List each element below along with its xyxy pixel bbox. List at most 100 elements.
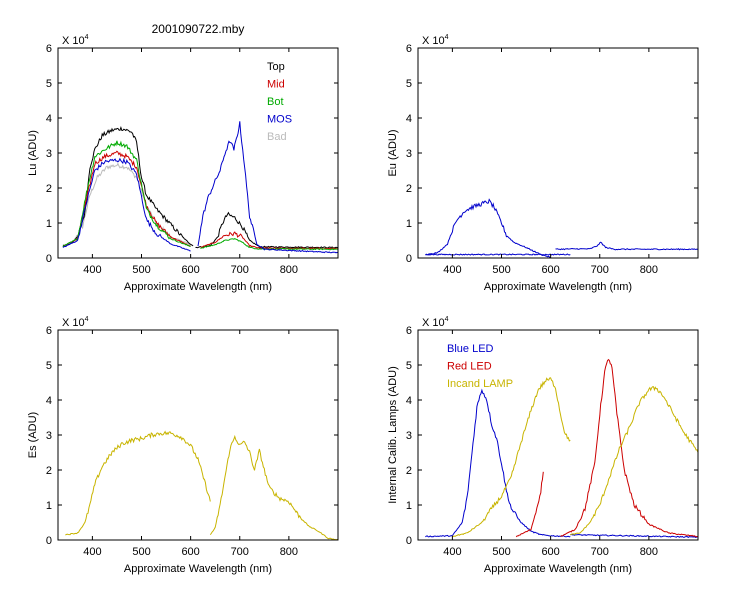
series-line-incand-lamp-1: [570, 386, 698, 536]
y-tick-label: 3: [406, 430, 412, 442]
x-axis-label: Approximate Wavelength (nm): [484, 281, 632, 293]
x-tick-label: 500: [132, 264, 150, 276]
y-tick-label: 1: [406, 500, 412, 512]
y-tick-label: 4: [46, 395, 52, 407]
series-line-spectrum-1: [209, 434, 338, 540]
legend-entry-red-led: Red LED: [447, 361, 492, 373]
chart-bottom-right: 400 500 600 700 800 0 1 2 3 4 5 6 X 104 Approximate W…: [387, 316, 699, 575]
series-group: [62, 121, 338, 254]
y-tick-label: 1: [46, 500, 52, 512]
y-tick-label: 2: [406, 465, 412, 477]
plot-frame: [57, 47, 339, 259]
y-axis-label: Eu (ADU): [387, 129, 399, 176]
y-tick-label: 4: [406, 113, 412, 125]
y-multiplier-exponent: 4: [445, 34, 449, 41]
y-tick-label: 5: [406, 78, 412, 90]
y-tick-label: 3: [46, 430, 52, 442]
y-multiplier: X 104: [62, 316, 89, 329]
x-tick-label: 800: [280, 546, 298, 558]
x-tick-label: 600: [181, 546, 199, 558]
x-tick-label: 400: [443, 264, 461, 276]
y-tick-label: 6: [46, 325, 52, 337]
series-group: [425, 198, 698, 258]
series-line-blue-led-1: [570, 533, 698, 539]
x-tick-label: 600: [541, 546, 559, 558]
series-line-bot-0: [62, 140, 191, 248]
legend-entry-mid: Mid: [267, 79, 285, 91]
x-tick-label: 400: [83, 546, 101, 558]
chart-top-left: 400 500 600 700 800 0 1 2 3 4 5 6 X 104 Approximate W…: [27, 34, 339, 293]
y-multiplier-exponent: 4: [85, 316, 89, 323]
legend-entry-blue-led: Blue LED: [447, 343, 494, 355]
y-tick-label: 3: [46, 148, 52, 160]
y-tick-label: 5: [406, 360, 412, 372]
y-tick-label: 2: [406, 183, 412, 195]
y-tick-label: 2: [46, 183, 52, 195]
series-line-blue-led-0: [425, 388, 571, 538]
legend-entry-mos: MOS: [267, 114, 292, 126]
series-line-red-led-1: [560, 358, 698, 538]
y-axis-label: Lu (ADU): [27, 130, 39, 176]
plot-frame: [57, 329, 339, 541]
y-tick-label: 5: [46, 78, 52, 90]
y-tick-label: 4: [46, 113, 52, 125]
y-tick-label: 2: [46, 465, 52, 477]
series-line-incand-lamp-0: [452, 377, 571, 537]
series-line-spectrum-2: [425, 253, 571, 256]
x-tick-label: 500: [132, 546, 150, 558]
series-line-top-0: [62, 125, 194, 247]
y-tick-label: 4: [406, 395, 412, 407]
y-tick-label: 5: [46, 360, 52, 372]
x-tick-label: 800: [640, 264, 658, 276]
x-axis-label: Approximate Wavelength (nm): [124, 281, 272, 293]
series-line-red-led-0: [515, 471, 544, 538]
series-line-mid-0: [62, 150, 191, 247]
x-tick-label: 700: [591, 264, 609, 276]
y-tick-label: 3: [406, 148, 412, 160]
legend-entry-top: Top: [267, 61, 285, 73]
series-line-mos-1: [197, 121, 338, 254]
x-axis-label: Approximate Wavelength (nm): [124, 563, 272, 575]
y-tick-label: 0: [406, 253, 412, 265]
x-tick-label: 800: [280, 264, 298, 276]
series-line-spectrum-0: [425, 198, 551, 258]
x-tick-label: 500: [492, 264, 510, 276]
chart-bottom-left: 400 500 600 700 800 0 1 2 3 4 5 6 X 104 Approximate W…: [27, 316, 339, 575]
figure-title: 2001090722.mby: [152, 22, 245, 36]
y-multiplier-exponent: 4: [445, 316, 449, 323]
x-tick-label: 700: [231, 264, 249, 276]
y-tick-label: 0: [46, 535, 52, 547]
y-tick-label: 1: [46, 218, 52, 230]
legend-entry-bad: Bad: [267, 131, 287, 143]
series-line-mid-1: [200, 231, 338, 250]
y-multiplier: X 104: [62, 34, 89, 47]
series-line-spectrum-0: [65, 430, 211, 536]
x-tick-label: 700: [591, 546, 609, 558]
y-axis-label: Internal Calib. Lamps (ADU): [387, 366, 399, 504]
y-tick-label: 6: [406, 43, 412, 55]
series-group: [65, 430, 338, 540]
series-line-bad-0: [62, 162, 191, 247]
x-tick-label: 400: [83, 264, 101, 276]
series-line-top-1: [195, 211, 338, 249]
x-tick-label: 800: [640, 546, 658, 558]
legend-entry-incand-lamp: Incand LAMP: [447, 378, 513, 390]
y-multiplier-exponent: 4: [85, 34, 89, 41]
x-tick-label: 400: [443, 546, 461, 558]
series-group: [425, 358, 698, 539]
x-tick-label: 600: [181, 264, 199, 276]
y-tick-label: 0: [406, 535, 412, 547]
x-tick-label: 600: [541, 264, 559, 276]
chart-top-right: 400 500 600 700 800 0 1 2 3 4 5 6 X 104 Approximate W…: [387, 34, 699, 293]
y-tick-label: 0: [46, 253, 52, 265]
y-tick-label: 1: [406, 218, 412, 230]
y-axis-label: Es (ADU): [27, 412, 39, 458]
x-tick-label: 700: [231, 546, 249, 558]
legend-entry-bot: Bot: [267, 96, 284, 108]
plot-frame: [417, 47, 699, 259]
y-multiplier: X 104: [422, 34, 449, 47]
series-line-spectrum-1: [555, 241, 698, 251]
series-line-mos-0: [62, 157, 191, 252]
